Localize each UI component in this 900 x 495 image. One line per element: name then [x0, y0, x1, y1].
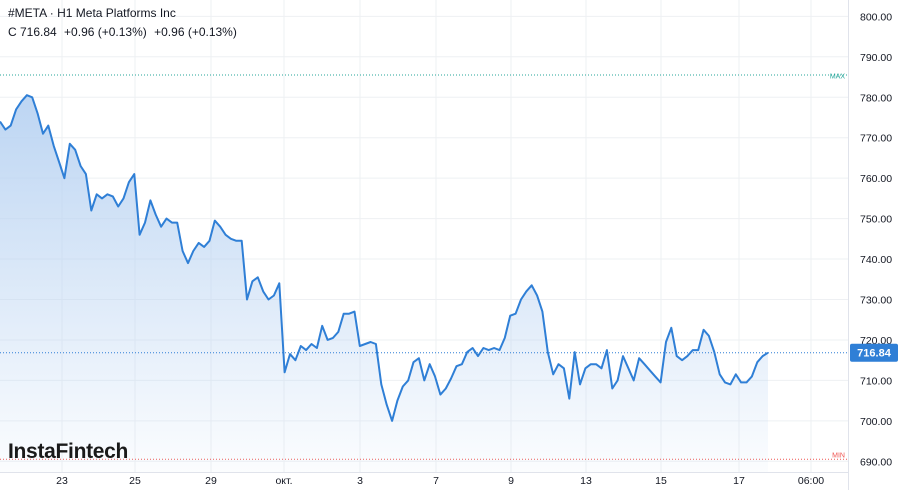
x-tick-label: 06:00 [798, 475, 824, 487]
change-value-2: +0.96 (+0.13%) [154, 25, 237, 39]
close-value: C 716.84 [8, 25, 57, 39]
max-label: MAX [830, 74, 846, 81]
change-value: +0.96 (+0.13%) [64, 25, 147, 39]
y-tick-label: 780.00 [860, 92, 892, 104]
x-tick-label: окт. [275, 475, 292, 487]
x-tick-label: 9 [508, 475, 514, 487]
instafintech-logo: InstaFintech [8, 440, 129, 463]
x-tick-label: 13 [580, 475, 592, 487]
price-area [0, 95, 768, 472]
last-price-tag [850, 343, 898, 362]
y-tick-label: 710.00 [860, 375, 892, 387]
ohlc-legend: C 716.84 +0.96 (+0.13%) +0.96 (+0.13%) [8, 25, 241, 39]
x-tick-label: 23 [56, 475, 68, 487]
y-tick-label: 690.00 [860, 456, 892, 468]
y-tick-label: 790.00 [860, 52, 892, 64]
symbol-title: #META · H1 Meta Platforms Inc [8, 6, 176, 20]
x-tick-label: 15 [655, 475, 667, 487]
x-tick-label: 3 [357, 475, 363, 487]
y-tick-label: 740.00 [860, 254, 892, 266]
y-tick-label: 700.00 [860, 416, 892, 428]
min-label: MIN [832, 452, 845, 459]
y-tick-label: 760.00 [860, 173, 892, 185]
x-tick-label: 29 [205, 475, 217, 487]
y-tick-label: 770.00 [860, 133, 892, 145]
y-tick-label: 730.00 [860, 295, 892, 307]
x-tick-label: 7 [433, 475, 439, 487]
price-line[interactable] [0, 94, 769, 422]
x-tick-label: 25 [129, 475, 141, 487]
y-tick-label: 800.00 [860, 11, 892, 23]
y-tick-label: 750.00 [860, 214, 892, 226]
x-tick-label: 17 [733, 475, 745, 487]
last-price-tag-label: 716.84 [857, 348, 892, 360]
